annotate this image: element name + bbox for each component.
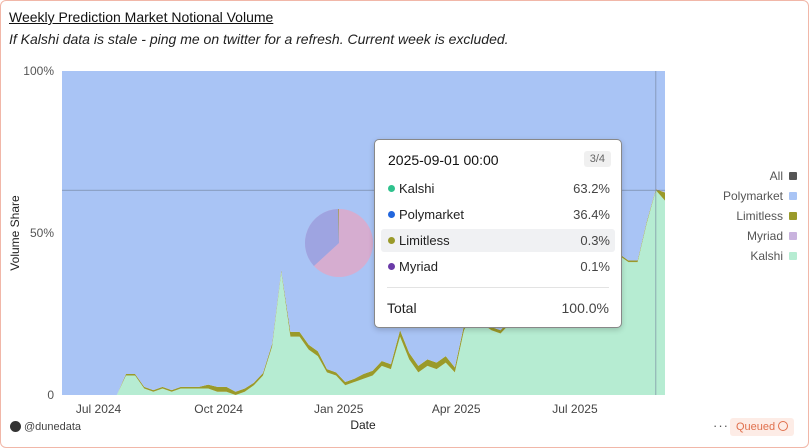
footer-user[interactable]: @dunedata bbox=[10, 421, 81, 433]
x-tick-label: Jan 2025 bbox=[314, 402, 364, 416]
tooltip-date: 2025-09-01 00:00 bbox=[388, 152, 499, 168]
x-tick-label: Jul 2025 bbox=[552, 402, 598, 416]
legend-swatch bbox=[789, 192, 797, 200]
tooltip-total: Total 100.0% bbox=[387, 300, 609, 316]
chart-title[interactable]: Weekly Prediction Market Notional Volume bbox=[9, 9, 274, 25]
tooltip-divider bbox=[387, 287, 609, 288]
status-badge: Queued bbox=[730, 418, 795, 436]
series-dot bbox=[388, 185, 395, 192]
legend-item-limitless[interactable]: Limitless bbox=[723, 206, 797, 226]
legend-swatch bbox=[789, 172, 797, 180]
series-dot bbox=[388, 211, 395, 218]
avatar bbox=[10, 421, 21, 432]
legend-item-polymarket[interactable]: Polymarket bbox=[723, 186, 797, 206]
y-tick-label: 100% bbox=[23, 64, 54, 78]
y-axis-label: Volume Share bbox=[8, 195, 22, 271]
x-tick-label: Jul 2024 bbox=[76, 402, 122, 416]
hover-tooltip: 2025-09-01 00:00 3/4 Kalshi 63.2% Polyma… bbox=[374, 139, 622, 328]
clock-icon bbox=[778, 421, 789, 431]
pie-slice bbox=[305, 209, 339, 266]
legend-swatch bbox=[789, 232, 797, 240]
y-tick-label: 50% bbox=[30, 226, 54, 240]
legend-item-all[interactable]: All bbox=[723, 166, 797, 186]
pie-slice bbox=[338, 209, 339, 243]
area-kalshi[interactable] bbox=[62, 190, 665, 395]
tooltip-row-kalshi: Kalshi 63.2% bbox=[381, 177, 615, 200]
tooltip-pager[interactable]: 3/4 bbox=[583, 151, 611, 167]
x-axis-label: Date bbox=[350, 418, 376, 432]
hover-pie-marker bbox=[305, 209, 373, 277]
x-axis-ticks: Jul 2024 Oct 2024 Jan 2025 Apr 2025 Jul 2025 bbox=[76, 402, 598, 416]
tooltip-row-myriad: Myriad 0.1% bbox=[381, 255, 615, 278]
x-tick-label: Oct 2024 bbox=[194, 402, 243, 416]
more-options-icon[interactable]: ··· bbox=[713, 418, 729, 433]
y-tick-label: 0 bbox=[47, 388, 54, 402]
legend-swatch bbox=[789, 252, 797, 260]
tooltip-row-limitless: Limitless 0.3% bbox=[381, 229, 615, 252]
legend-swatch bbox=[789, 212, 797, 220]
series-dot bbox=[388, 237, 395, 244]
legend-item-myriad[interactable]: Myriad bbox=[723, 226, 797, 246]
x-tick-label: Apr 2025 bbox=[432, 402, 481, 416]
chart-subtitle: If Kalshi data is stale - ping me on twi… bbox=[9, 31, 509, 47]
y-axis-ticks: 0 50% 100% bbox=[23, 64, 54, 402]
legend-item-kalshi[interactable]: Kalshi bbox=[723, 246, 797, 266]
chart-legend: All Polymarket Limitless Myriad Kalshi bbox=[723, 166, 797, 266]
tooltip-row-polymarket: Polymarket 36.4% bbox=[381, 203, 615, 226]
pie-slice bbox=[313, 209, 373, 277]
series-dot bbox=[388, 263, 395, 270]
